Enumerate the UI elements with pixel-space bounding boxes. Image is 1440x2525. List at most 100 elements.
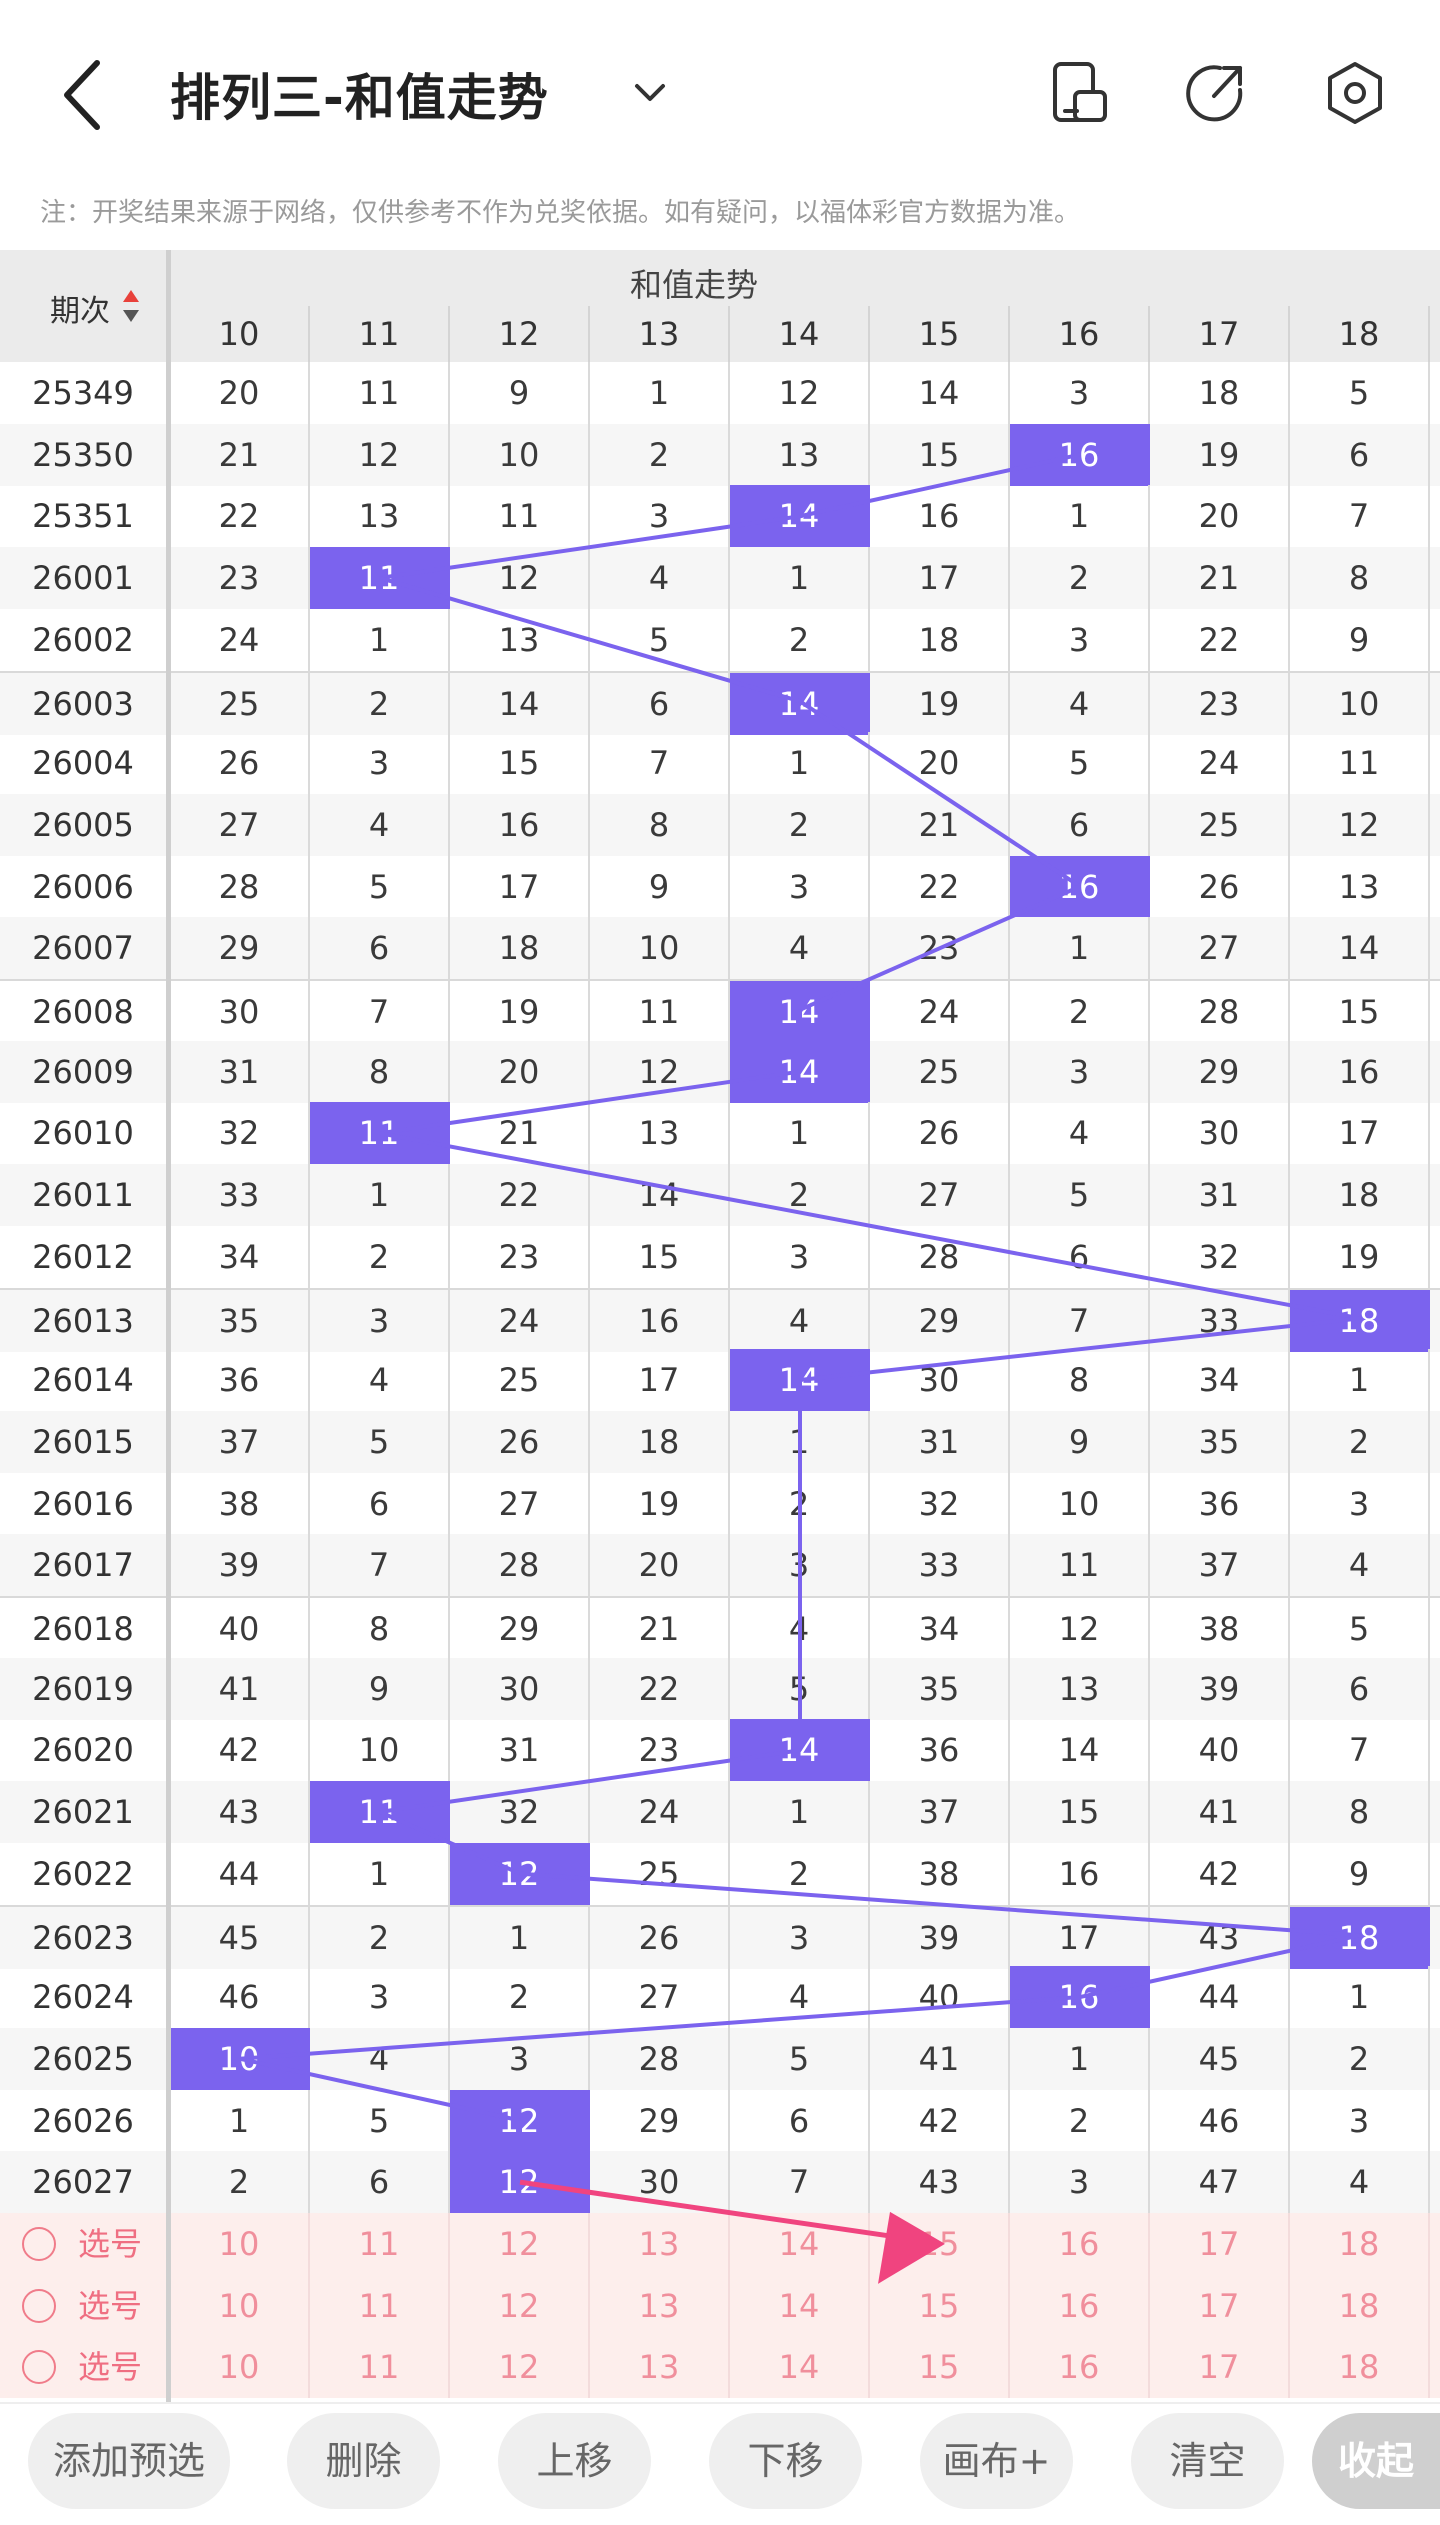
settings-icon[interactable] [1320, 58, 1390, 128]
omission-cell: 18 [450, 917, 590, 980]
pick-number[interactable]: 13 [590, 2274, 730, 2337]
pick-radio[interactable] [22, 2288, 56, 2323]
pick-number[interactable]: 16 [1010, 2213, 1150, 2275]
table-row: 26016 38 6 27 19 2 32 10 36 3 [0, 1472, 1440, 1535]
pick-number[interactable]: 12 [450, 2274, 590, 2337]
pick-number[interactable]: 18 [1290, 2213, 1430, 2275]
omission-cell: 17 [1290, 1102, 1430, 1165]
pick-number[interactable]: 17 [1150, 2336, 1290, 2399]
pick-radio[interactable] [22, 2227, 56, 2261]
omission-cell: 10 [310, 1719, 450, 1782]
omission-cell: 12 [450, 547, 590, 610]
period-number: 26007 [32, 929, 134, 968]
omission-cell: 39 [870, 1906, 1010, 1969]
pick-number[interactable]: 14 [730, 2336, 870, 2399]
omission-cell: 28 [450, 1534, 590, 1597]
pick-number[interactable]: 16 [1010, 2274, 1150, 2337]
pick-number[interactable]: 15 [870, 2274, 1010, 2337]
canvas-button[interactable]: 画布+ [920, 2413, 1073, 2509]
pick-number[interactable]: 13 [590, 2336, 730, 2399]
omission-cell: 2 [310, 1225, 450, 1288]
omission-cell: 23 [170, 547, 310, 610]
table-row: 26006 28 5 17 9 3 22 16 26 13 [0, 855, 1440, 918]
column-header: 10 [170, 306, 310, 362]
pick-number[interactable]: 10 [170, 2336, 310, 2399]
omission-cell: 6 [730, 2089, 870, 2152]
omission-cell: 13 [310, 485, 450, 548]
column-headers: 10 11 12 13 14 15 16 17 18 [170, 306, 1440, 362]
phone-rotate-icon[interactable] [1045, 58, 1115, 128]
omission-cell: 1 [730, 547, 870, 610]
omission-cell: 1 [730, 1102, 870, 1165]
omission-cell: 2 [730, 1472, 870, 1535]
omission-cell: 13 [1010, 1657, 1150, 1720]
back-icon[interactable] [55, 55, 115, 135]
omission-cell: 2 [1290, 1410, 1430, 1473]
omission-cell: 9 [450, 362, 590, 424]
pick-number[interactable]: 12 [450, 2213, 590, 2275]
omission-cell: 20 [1150, 485, 1290, 548]
omission-cell: 6 [1010, 793, 1150, 856]
hit-cell: 14 [730, 672, 870, 735]
chevron-down-icon[interactable] [625, 68, 675, 118]
omission-cell: 1 [1290, 1966, 1430, 2029]
omission-cell: 34 [1150, 1349, 1290, 1412]
period-number: 26023 [32, 1918, 134, 1957]
period-number: 26009 [32, 1052, 134, 1091]
pick-number[interactable]: 17 [1150, 2213, 1290, 2275]
period-header[interactable]: 期次 [0, 250, 170, 362]
omission-cell: 29 [590, 2089, 730, 2152]
omission-cell: 32 [450, 1781, 590, 1844]
pick-number[interactable]: 11 [310, 2336, 450, 2399]
pick-number[interactable]: 11 [310, 2274, 450, 2337]
add-preselect-button[interactable]: 添加预选 [28, 2413, 230, 2509]
share-icon[interactable] [1180, 58, 1250, 128]
omission-cell: 2 [310, 1906, 450, 1969]
omission-cell: 1 [730, 1781, 870, 1844]
pick-number[interactable]: 15 [870, 2213, 1010, 2275]
omission-cell: 6 [310, 1472, 450, 1535]
omission-cell: 4 [1010, 672, 1150, 735]
omission-cell: 3 [310, 1966, 450, 2029]
pick-number[interactable]: 13 [590, 2213, 730, 2275]
omission-cell: 8 [310, 1040, 450, 1103]
pick-row: 选号 10 11 12 13 14 15 16 17 18 [0, 2274, 1440, 2337]
pick-number[interactable]: 11 [310, 2213, 450, 2275]
omission-cell: 15 [590, 1225, 730, 1288]
omission-cell: 24 [170, 608, 310, 671]
table-row: 26001 23 11 12 4 1 17 2 21 8 [0, 547, 1440, 610]
collapse-button[interactable]: 收起 [1312, 2413, 1440, 2509]
pick-radio[interactable] [22, 2350, 56, 2385]
pick-number[interactable]: 17 [1150, 2274, 1290, 2337]
pick-number[interactable]: 18 [1290, 2274, 1430, 2337]
pick-number[interactable]: 10 [170, 2274, 310, 2337]
page-title[interactable]: 排列三-和值走势 [170, 69, 549, 127]
omission-cell: 22 [590, 1657, 730, 1720]
disclaimer-note: 注：开奖结果来源于网络，仅供参考不作为兑奖依据。如有疑问，以福体彩官方数据为准。 [40, 198, 1081, 228]
omission-cell: 6 [1010, 1225, 1150, 1288]
sort-icon[interactable] [120, 288, 142, 324]
omission-cell: 14 [870, 362, 1010, 424]
table-row: 26023 45 2 1 26 3 39 17 43 18 [0, 1904, 1440, 1969]
omission-cell: 36 [170, 1349, 310, 1412]
omission-cell: 23 [590, 1719, 730, 1782]
clear-button[interactable]: 清空 [1131, 2413, 1284, 2509]
omission-cell: 3 [730, 1225, 870, 1288]
omission-cell: 2 [730, 1842, 870, 1905]
omission-cell: 30 [170, 981, 310, 1043]
pick-number[interactable]: 12 [450, 2336, 590, 2399]
pick-number[interactable]: 15 [870, 2336, 1010, 2399]
delete-button[interactable]: 删除 [287, 2413, 440, 2509]
pick-number[interactable]: 14 [730, 2213, 870, 2275]
pick-number[interactable]: 18 [1290, 2336, 1430, 2399]
pick-number[interactable]: 14 [730, 2274, 870, 2337]
omission-cell: 16 [1290, 1040, 1430, 1103]
omission-cell: 22 [450, 1164, 590, 1227]
pick-number[interactable]: 10 [170, 2213, 310, 2275]
omission-cell: 1 [170, 2089, 310, 2152]
pick-number[interactable]: 16 [1010, 2336, 1150, 2399]
period-number: 26019 [32, 1669, 134, 1708]
move-up-button[interactable]: 上移 [498, 2413, 651, 2509]
omission-cell: 31 [1150, 1164, 1290, 1227]
move-down-button[interactable]: 下移 [709, 2413, 862, 2509]
